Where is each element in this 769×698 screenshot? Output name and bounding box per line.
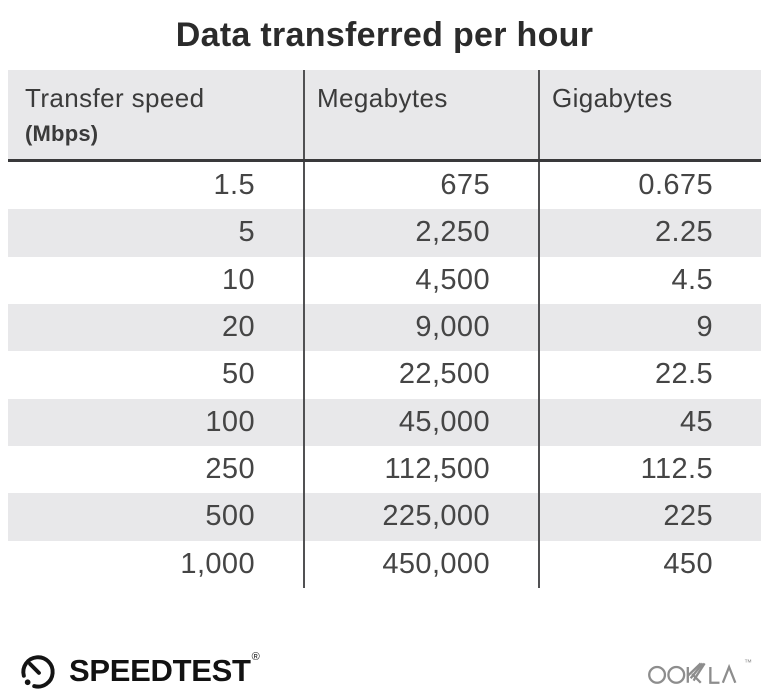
column-header-label: Megabytes: [317, 83, 448, 113]
data-table: Transfer speed (Mbps) Megabytes Gigabyte…: [8, 70, 761, 588]
table-cell: 50: [221, 358, 255, 391]
table-cell: 22.5: [538, 351, 761, 399]
table-cell: 10: [221, 263, 255, 296]
table-row: 50 22,500 22.5: [8, 351, 761, 399]
table-cell: 1,000: [180, 547, 255, 580]
column-header-label: Transfer speed: [25, 83, 205, 113]
table-cell: 112,500: [303, 445, 538, 494]
table-cell: 0.675: [538, 162, 761, 210]
column-header-transfer-speed: Transfer speed (Mbps): [8, 70, 303, 159]
table-cell: 45,000: [303, 398, 538, 446]
table-cell: 45: [538, 398, 761, 446]
table-cell: 450: [538, 540, 761, 588]
table-cell: 112.5: [538, 445, 761, 494]
table-row: 250 112,500 112.5: [8, 445, 761, 494]
column-header-megabytes: Megabytes: [303, 70, 538, 159]
table-cell: 100: [205, 405, 255, 438]
trademark-symbol: ™: [744, 658, 752, 667]
table-body: 1.5 675 0.675 5 2,250 2.25 10 4,500 4.5 20 9,000 9 5…: [8, 162, 761, 588]
table-cell: 1.5: [213, 169, 255, 202]
table-cell: 9: [538, 303, 761, 352]
table-cell: 4.5: [538, 256, 761, 304]
column-header-label: Gigabytes: [552, 83, 673, 113]
table-cell: 675: [303, 162, 538, 210]
table-cell: 250: [205, 453, 255, 486]
speedtest-logo: SPEEDTEST ®: [16, 649, 260, 693]
table-cell: 225,000: [303, 493, 538, 541]
table-row: 100 45,000 45: [8, 398, 761, 446]
table-cell: 4,500: [303, 256, 538, 304]
table-row: 500 225,000 225: [8, 493, 761, 541]
registered-trademark-symbol: ®: [251, 651, 260, 663]
table-header-row: Transfer speed (Mbps) Megabytes Gigabyte…: [8, 70, 761, 162]
ookla-logo: ™: [647, 655, 752, 689]
table-cell: 5: [238, 216, 255, 249]
table-cell: 225: [538, 493, 761, 541]
speedtest-wordmark: SPEEDTEST: [69, 653, 251, 688]
table-row: 20 9,000 9: [8, 303, 761, 352]
column-header-gigabytes: Gigabytes: [538, 70, 761, 159]
table-cell: 9,000: [303, 303, 538, 352]
table-row: 10 4,500 4.5: [8, 256, 761, 304]
table-row: 5 2,250 2.25: [8, 209, 761, 257]
table-cell: 500: [205, 500, 255, 533]
table-row: 1.5 675 0.675: [8, 162, 761, 210]
speedtest-gauge-icon: [21, 655, 55, 689]
table-cell: 20: [221, 311, 255, 344]
ookla-wordmark-icon: [648, 662, 737, 684]
column-header-sublabel: (Mbps): [25, 121, 99, 146]
table-cell: 22,500: [303, 351, 538, 399]
page-title: Data transferred per hour: [175, 16, 594, 54]
table-row: 1,000 450,000 450: [8, 540, 761, 588]
table-cell: 450,000: [303, 540, 538, 588]
table-cell: 2.25: [538, 209, 761, 257]
table-cell: 2,250: [303, 209, 538, 257]
